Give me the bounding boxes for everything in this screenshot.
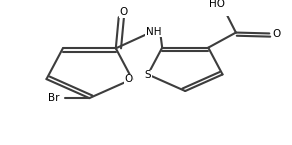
Text: NH: NH [146, 27, 161, 37]
Text: Br: Br [48, 93, 60, 103]
Text: HO: HO [209, 0, 225, 9]
Text: O: O [120, 7, 128, 17]
Text: S: S [145, 70, 151, 80]
Text: O: O [272, 29, 281, 39]
Text: O: O [125, 74, 133, 84]
